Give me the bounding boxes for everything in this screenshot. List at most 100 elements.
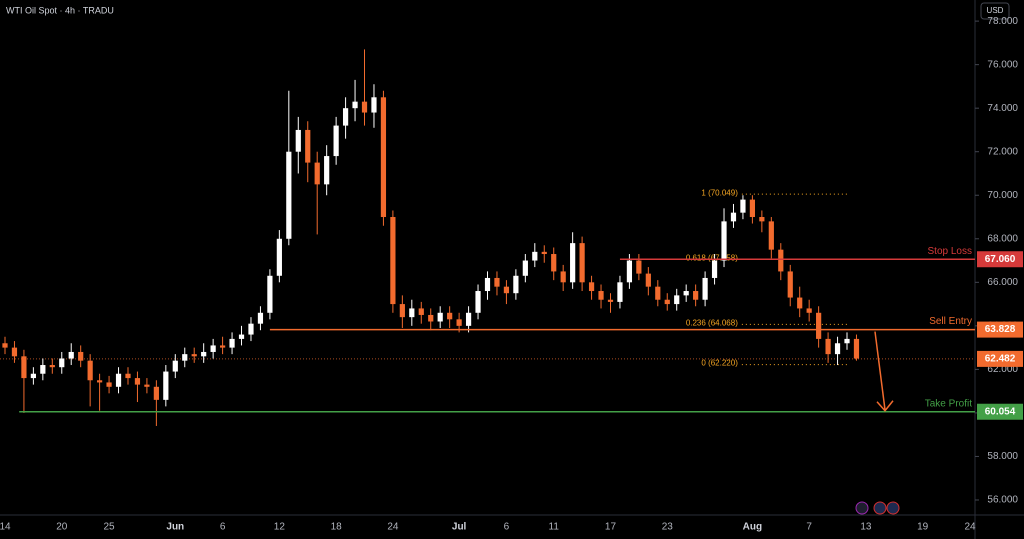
candle-body — [674, 295, 680, 305]
x-tick-label: 13 — [860, 522, 872, 533]
candle-body — [78, 351, 84, 361]
candle-body — [40, 365, 46, 374]
x-tick-label: 19 — [917, 522, 929, 533]
candle-body — [125, 373, 131, 379]
candle-body — [276, 238, 282, 276]
candle-body — [106, 382, 112, 387]
currency-box[interactable] — [980, 2, 1010, 20]
current-price-label: 62.482 — [985, 354, 1016, 365]
candle-body — [570, 243, 576, 283]
candle-body — [702, 277, 708, 300]
fib-label: 1 (70.049) — [701, 188, 738, 197]
current-price-box — [977, 350, 1023, 367]
trade-arrow-head — [876, 400, 894, 412]
candle-body — [806, 308, 812, 313]
candle-body — [361, 101, 368, 113]
candle-body — [144, 384, 150, 387]
candle-body — [172, 360, 178, 372]
candle-body — [787, 271, 793, 298]
candle-body — [305, 129, 311, 163]
flag-icon[interactable] — [886, 501, 900, 515]
candle-body — [30, 373, 36, 379]
candle-body — [134, 378, 141, 385]
currency-label[interactable]: USD — [987, 6, 1004, 15]
x-tick-label: 12 — [274, 522, 286, 533]
candle-body — [655, 286, 661, 300]
y-tick-label: 74.000 — [987, 103, 1018, 114]
x-tick-label: Jul — [452, 522, 467, 533]
x-tick-label: 11 — [549, 522, 560, 533]
candle-body — [87, 360, 93, 381]
candle-body — [844, 338, 850, 344]
candle-body — [768, 221, 774, 250]
candle-body — [456, 319, 462, 326]
y-tick-label: 66.000 — [987, 277, 1018, 288]
candle-body — [853, 338, 860, 359]
candle-body — [532, 251, 538, 261]
candle-body — [522, 260, 528, 276]
candle-body — [749, 199, 756, 218]
y-tick-label: 76.000 — [987, 59, 1018, 70]
candle-body — [248, 323, 254, 335]
candle-body — [219, 345, 226, 348]
candle-body — [333, 125, 339, 157]
candle-body — [11, 347, 18, 357]
fib-label: 0.236 (64.068) — [686, 318, 738, 327]
candle-body — [683, 291, 689, 296]
x-tick-label: 24 — [964, 522, 976, 533]
x-tick-label: 24 — [387, 522, 399, 533]
candle-body — [182, 354, 188, 361]
candle-body — [210, 345, 216, 352]
candle-body — [778, 249, 784, 272]
candle-body — [257, 312, 264, 324]
fib-label: 0 (62.220) — [701, 359, 738, 368]
candle-body — [730, 212, 737, 222]
fib-label: 0.618 (67.058) — [686, 253, 738, 262]
candle-body — [314, 162, 320, 185]
candle-body — [447, 312, 453, 320]
x-tick-label: 14 — [0, 522, 11, 533]
candle-body — [324, 156, 330, 185]
candle-body — [588, 282, 595, 292]
y-tick-label: 56.000 — [987, 495, 1018, 506]
x-tick-label: 25 — [104, 522, 116, 533]
candle-body — [428, 314, 434, 322]
candle-body — [740, 199, 746, 213]
candle-body — [342, 108, 349, 126]
x-tick-label: 6 — [504, 522, 510, 533]
level-price-box — [977, 321, 1023, 338]
candle-body — [97, 380, 103, 383]
candle-body — [390, 217, 396, 305]
candle-body — [267, 275, 273, 313]
level-name: Take Profit — [925, 398, 972, 409]
x-tick-label: Aug — [743, 522, 762, 533]
y-tick-label: 68.000 — [987, 233, 1018, 244]
level-price-box — [977, 251, 1023, 268]
candle-body — [295, 129, 301, 152]
candle-body — [59, 358, 65, 368]
level-price-box — [977, 403, 1023, 420]
candle-body — [825, 338, 831, 355]
candle-body — [229, 338, 235, 348]
y-tick-label: 70.000 — [987, 190, 1018, 201]
candle-body — [645, 273, 651, 287]
level-name: Stop Loss — [928, 246, 972, 257]
x-tick-label: 20 — [56, 522, 68, 533]
y-tick-label: 78.000 — [987, 16, 1018, 27]
candle-body — [494, 277, 500, 287]
level-price-label: 60.054 — [985, 406, 1016, 417]
candle-body — [816, 312, 822, 339]
x-tick-label: 6 — [220, 522, 226, 533]
candle-body — [560, 271, 566, 283]
candle-body — [286, 151, 292, 239]
flag-icon[interactable] — [873, 501, 887, 515]
candle-body — [607, 299, 614, 302]
lightning-icon[interactable] — [855, 501, 869, 515]
candle-body — [191, 354, 197, 357]
candle-body — [797, 297, 803, 309]
candle-body — [711, 260, 718, 278]
candle-body — [693, 291, 699, 300]
candle-body — [759, 217, 765, 222]
candle-body — [409, 308, 415, 318]
